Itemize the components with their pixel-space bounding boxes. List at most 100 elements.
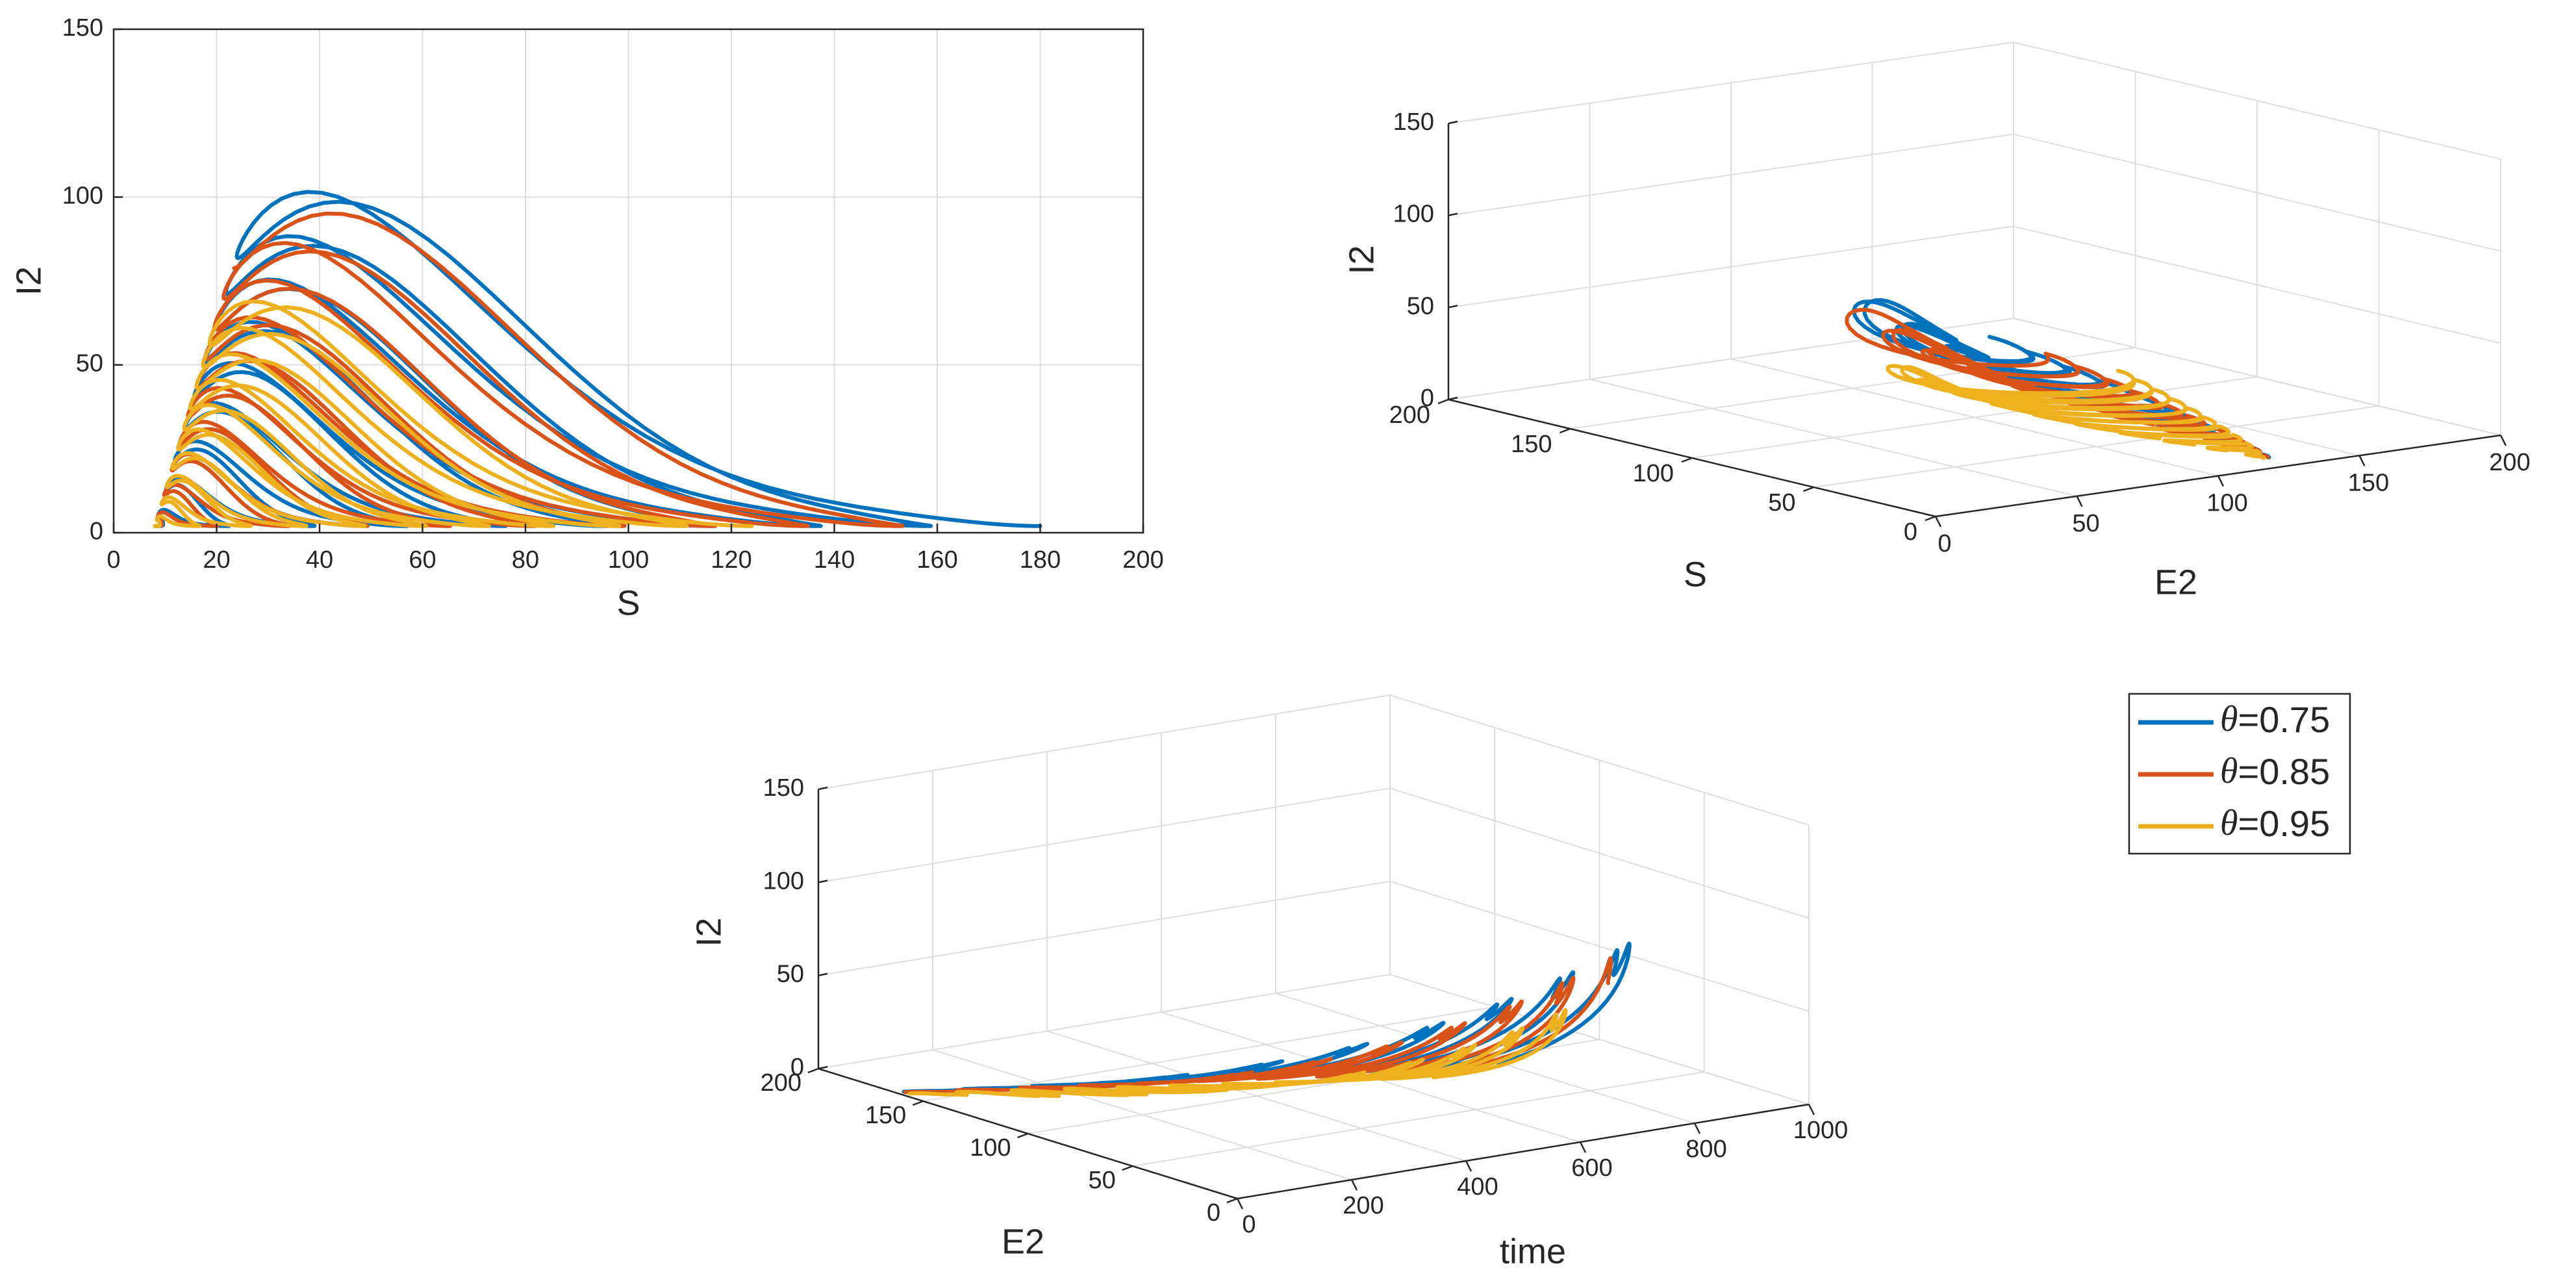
z-tick-mark: [818, 1065, 828, 1070]
z-tick-label: 100: [1393, 201, 1434, 228]
x-tick-label: 0: [107, 546, 120, 574]
x-tick-label: 0: [1938, 530, 1951, 557]
y-tick-mark: [1803, 486, 1814, 492]
y-tick-label: 100: [62, 182, 103, 209]
x-tick-mark: [1579, 1141, 1587, 1153]
wall-gridline: [818, 787, 1391, 884]
x-tick-mark: [2499, 435, 2507, 446]
x-tick-label: 60: [409, 546, 436, 574]
z-tick-mark: [1448, 212, 1458, 216]
y-tick-mark: [1559, 427, 1571, 434]
x-tick-mark: [1465, 1160, 1472, 1172]
x-tick-mark: [1693, 1123, 1701, 1134]
wall-gridline: [1448, 225, 2014, 309]
x-tick-mark: [2217, 475, 2225, 487]
z-tick-label: 100: [763, 867, 804, 895]
y-tick-mark: [1226, 1197, 1238, 1204]
y-tick-mark: [1681, 457, 1693, 463]
wall-gridline: [818, 694, 1391, 790]
y-tick-label: 50: [76, 350, 103, 377]
y-axis-label: S: [1684, 555, 1707, 594]
y-tick-label: 100: [1633, 460, 1674, 487]
z-tick-mark: [1448, 396, 1458, 401]
wall-gridline: [2013, 318, 2501, 436]
x-tick-label: 0: [1242, 1211, 1256, 1238]
floor-gridline: [1570, 347, 2136, 429]
wall-gridline: [1389, 694, 1810, 826]
series-line-2: [1886, 364, 2266, 461]
y-axis-label: I2: [9, 266, 48, 296]
y-tick-label: 50: [1768, 489, 1795, 516]
plot-3d-time-e2-i2: 02004006008001000050100150200050100150ti…: [689, 694, 1849, 1271]
y-tick-label: 0: [90, 518, 103, 545]
x-tick-label: 80: [512, 546, 539, 574]
x-tick-label: 120: [711, 546, 751, 574]
y-tick-label: 150: [62, 14, 103, 42]
y-tick-label: 200: [761, 1069, 802, 1097]
z-tick-label: 150: [763, 774, 804, 802]
wall-gridline: [1389, 880, 1810, 1012]
y-tick-mark: [1925, 515, 1936, 522]
x-tick-label: 200: [1122, 546, 1163, 574]
series-line-2: [907, 1008, 1568, 1099]
x-tick-label: 100: [2206, 490, 2247, 517]
y-tick-mark: [912, 1100, 924, 1106]
legend-symbol: θ: [2220, 699, 2238, 739]
x-tick-label: 100: [608, 546, 649, 574]
wall-gridline: [2013, 225, 2501, 344]
x-tick-label: 150: [2348, 469, 2389, 496]
wall-gridline: [1389, 787, 1810, 919]
x-tick-label: 20: [203, 546, 230, 574]
y-tick-mark: [1122, 1165, 1133, 1171]
y-tick-mark: [1437, 398, 1449, 405]
wall-gridline: [818, 974, 1391, 1069]
z-tick-mark: [1448, 120, 1458, 125]
wall-gridline: [1448, 42, 2014, 124]
x-axis-label: E2: [2154, 563, 2197, 602]
y-tick-label: 0: [1904, 518, 1917, 546]
z-tick-label: 150: [1393, 108, 1434, 136]
x-tick-mark: [1236, 1198, 1244, 1210]
y-tick-label: 150: [865, 1102, 906, 1129]
x-tick-label: 800: [1686, 1136, 1726, 1163]
legend-symbol: θ: [2220, 751, 2238, 791]
z-tick-mark: [818, 786, 828, 791]
legend-symbol: θ: [2220, 803, 2238, 843]
legend-value: =0.95: [2238, 803, 2330, 844]
z-axis-label: I2: [689, 917, 728, 947]
x-axis-line: [1237, 1103, 1810, 1200]
legend-label: θ=0.85: [2220, 751, 2330, 792]
x-tick-label: 50: [2072, 510, 2099, 537]
z-axis-label: I2: [1342, 245, 1381, 274]
legend-value: =0.85: [2238, 751, 2330, 792]
floor-gridline: [1813, 405, 2379, 488]
z-tick-label: 50: [777, 961, 804, 988]
x-tick-label: 200: [2489, 449, 2530, 476]
wall-gridline: [2013, 42, 2501, 160]
wall-gridline: [1448, 133, 2014, 216]
wall-gridline: [818, 880, 1391, 976]
x-tick-label: 600: [1571, 1154, 1612, 1182]
x-tick-label: 180: [1020, 546, 1061, 574]
y-axis-label: E2: [1002, 1222, 1044, 1261]
floor-gridline: [1132, 1071, 1704, 1167]
wall-gridline: [2013, 133, 2501, 252]
plot-s-vs-i2: 0 20 40 60 80 100 120 140 160 180 200 0 50 100 150 S I2: [9, 14, 1163, 622]
y-tick-label: 100: [970, 1134, 1011, 1162]
x-tick-mark: [1934, 516, 1942, 528]
x-tick-label: 40: [306, 546, 333, 574]
x-tick-mark: [2076, 496, 2083, 507]
y-tick-mark: [807, 1067, 819, 1074]
x-tick-mark: [1808, 1104, 1815, 1115]
y-tick-label: 50: [1088, 1167, 1115, 1194]
x-tick-mark: [1350, 1179, 1358, 1191]
floor-gridline: [1028, 1039, 1600, 1134]
legend-label: θ=0.95: [2220, 803, 2330, 844]
x-tick-label: 1000: [1793, 1117, 1849, 1144]
legend-label: θ=0.75: [2220, 699, 2330, 740]
x-tick-label: 200: [1343, 1192, 1383, 1219]
y-tick-label: 200: [1389, 401, 1430, 429]
y-tick-label: 150: [1511, 431, 1552, 458]
